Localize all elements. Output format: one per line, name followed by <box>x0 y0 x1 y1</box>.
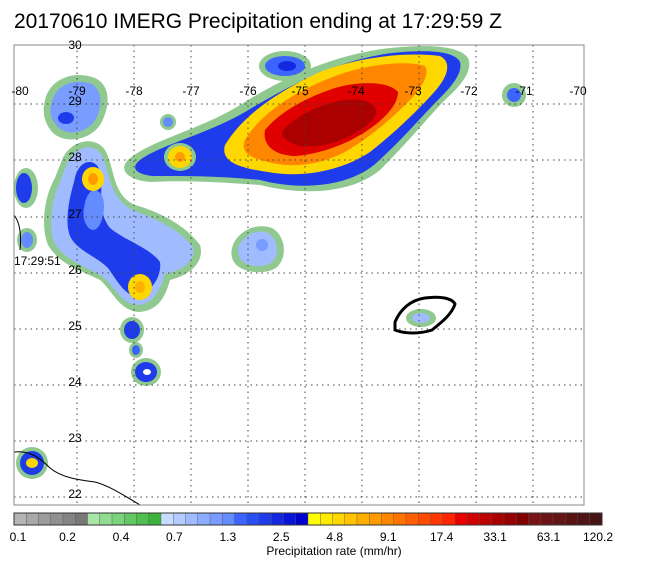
colorbar-tick-label: 0.4 <box>113 530 130 544</box>
colorbar-swatch <box>50 512 64 526</box>
colorbar-tick-label: 120.2 <box>583 530 613 544</box>
colorbar-tick-label: 4.8 <box>326 530 343 544</box>
colorbar-swatch <box>246 512 260 526</box>
lat-label: 29 <box>68 94 82 108</box>
colorbar-swatch <box>99 512 113 526</box>
colorbar-swatch <box>124 512 138 526</box>
lon-label: -76 <box>239 84 257 98</box>
lat-label: 23 <box>68 431 82 445</box>
colorbar-swatch <box>26 512 40 526</box>
colorbar-swatch <box>307 512 321 526</box>
colorbar-swatch <box>271 512 285 526</box>
colorbar-swatch <box>258 512 272 526</box>
precip-band-darkred <box>282 99 377 147</box>
colorbar-swatch <box>320 512 334 526</box>
colorbar-tick-label: 63.1 <box>537 530 561 544</box>
colorbar-swatch <box>393 512 407 526</box>
colorbar-tick-label: 1.3 <box>219 530 236 544</box>
precip-field <box>14 45 584 505</box>
map-frame <box>13 44 585 506</box>
colorbar-swatch <box>528 512 542 526</box>
colorbar-swatch <box>62 512 76 526</box>
colorbar-swatch <box>381 512 395 526</box>
colorbar-swatch <box>516 512 530 526</box>
colorbar-swatch <box>173 512 187 526</box>
colorbar-swatch <box>356 512 370 526</box>
colorbar-swatch <box>405 512 419 526</box>
colorbar-tick-label: 17.4 <box>430 530 454 544</box>
colorbar-swatch <box>295 512 309 526</box>
colorbar-swatch <box>491 512 505 526</box>
colorbar-swatch <box>87 512 101 526</box>
colorbar-title: Precipitation rate (mm/hr) <box>266 544 402 558</box>
colorbar-tick-label: 33.1 <box>483 530 507 544</box>
colorbar-swatch <box>222 512 236 526</box>
colorbar-swatch <box>197 512 211 526</box>
swath-outline <box>393 295 457 335</box>
lat-label: 26 <box>68 263 82 277</box>
colorbar-swatch <box>209 512 223 526</box>
lon-labels: -80 -79 -78 -77 -76 -75 -74 -73 -72 -71 … <box>11 84 587 98</box>
lon-label: -80 <box>11 84 29 98</box>
lon-label: -72 <box>460 84 478 98</box>
lat-label: 25 <box>68 319 82 333</box>
lon-label: -79 <box>68 84 86 98</box>
colorbar-frame <box>13 512 603 526</box>
colorbar-tick-label: 9.1 <box>380 530 397 544</box>
colorbar-swatch <box>503 512 517 526</box>
lon-label: -73 <box>404 84 422 98</box>
colorbar-swatch <box>136 512 150 526</box>
colorbar-swatch <box>111 512 125 526</box>
lat-label: 22 <box>68 487 82 501</box>
coastline-florida <box>14 214 21 251</box>
lat-labels: 30 29 28 27 26 25 24 23 22 <box>68 38 82 501</box>
colorbar-swatch <box>185 512 199 526</box>
colorbar-swatch <box>565 512 579 526</box>
colorbar-swatch <box>38 512 52 526</box>
colorbar-swatch <box>454 512 468 526</box>
time-annotation: 17:29:51 <box>14 254 61 268</box>
colorbar-swatch <box>13 512 27 526</box>
colorbar-ticks: 0.1 0.2 0.4 0.7 1.3 2.5 4.8 9.1 17.4 33.1 63.1 120.… <box>10 530 614 544</box>
colorbar <box>13 512 603 526</box>
lat-label: 28 <box>68 150 82 164</box>
colorbar-swatch <box>442 512 456 526</box>
colorbar-swatch <box>160 512 174 526</box>
colorbar-swatch <box>234 512 248 526</box>
colorbar-swatch <box>589 512 603 526</box>
colorbar-swatch <box>283 512 297 526</box>
colorbar-swatch <box>552 512 566 526</box>
colorbar-swatch <box>148 512 162 526</box>
lat-label: 24 <box>68 375 82 389</box>
colorbar-swatch <box>344 512 358 526</box>
lat-label: 27 <box>68 207 82 221</box>
colorbar-tick-label: 0.7 <box>166 530 183 544</box>
lat-label: 30 <box>68 38 82 52</box>
colorbar-swatch <box>75 512 89 526</box>
lon-label: -78 <box>125 84 143 98</box>
lon-label: -77 <box>182 84 200 98</box>
colorbar-tick-label: 0.1 <box>10 530 27 544</box>
colorbar-tick-label: 2.5 <box>273 530 290 544</box>
colorbar-swatch <box>540 512 554 526</box>
map-gridlines <box>14 45 584 505</box>
colorbar-tick-label: 0.2 <box>59 530 76 544</box>
colorbar-swatch <box>369 512 383 526</box>
lon-label: -74 <box>347 84 365 98</box>
lon-label: -71 <box>515 84 533 98</box>
map-title: 20170610 IMERG Precipitation ending at 1… <box>14 10 502 33</box>
colorbar-swatch <box>479 512 493 526</box>
lon-label: -70 <box>569 84 587 98</box>
colorbar-swatch <box>430 512 444 526</box>
colorbar-swatch <box>577 512 591 526</box>
colorbar-swatch <box>418 512 432 526</box>
colorbar-swatch <box>467 512 481 526</box>
lon-label: -75 <box>291 84 309 98</box>
coastline-cuba <box>14 451 141 505</box>
colorbar-swatch <box>332 512 346 526</box>
